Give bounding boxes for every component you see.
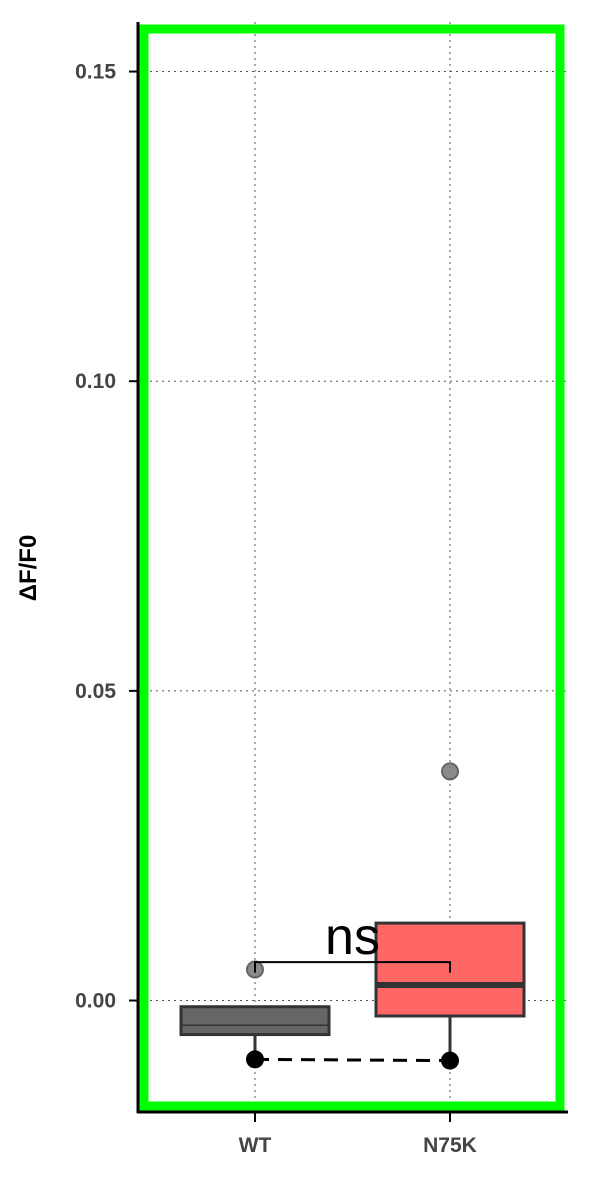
overlay-layer: ns — [246, 908, 459, 1070]
y-tick-label: 0.00 — [75, 990, 116, 1013]
highlight-border — [139, 24, 565, 1111]
x-tick-label: N75K — [423, 1134, 477, 1157]
axis-layer: 0.00 0.05 0.10 0.15 WT N75K — [75, 61, 477, 1157]
y-tick-label: 0.15 — [75, 61, 116, 84]
grid-layer — [138, 22, 568, 1112]
paired-point — [441, 1051, 459, 1070]
significance-label: ns — [325, 908, 380, 966]
significance-bracket — [254, 961, 451, 973]
outlier-point — [441, 762, 459, 781]
paired-line — [254, 1057, 451, 1063]
paired-point — [246, 1050, 264, 1069]
y-tick-label: 0.10 — [75, 370, 116, 393]
box-WT — [179, 1005, 331, 1037]
x-tick-label: WT — [239, 1134, 272, 1157]
y-tick-label: 0.05 — [75, 680, 116, 703]
y-axis-title: ΔF/F0 — [15, 535, 42, 602]
